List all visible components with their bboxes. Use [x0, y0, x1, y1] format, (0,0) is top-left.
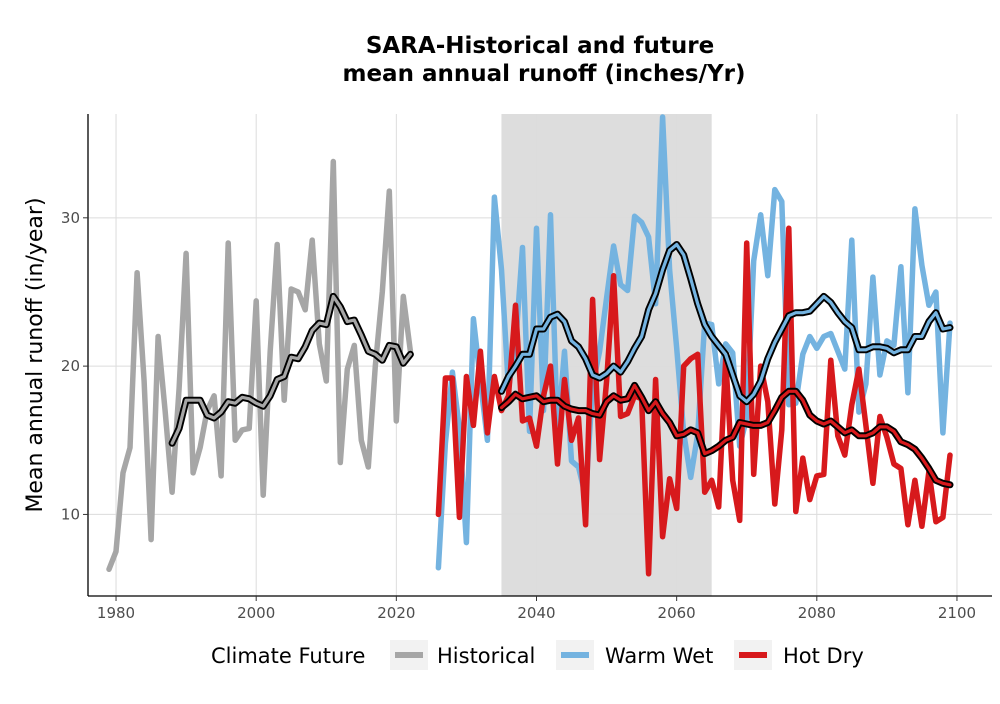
- series-layer: [106, 114, 954, 577]
- legend: Climate Future Historical Warm Wet Hot D…: [211, 640, 864, 670]
- legend-label-hot-dry: Hot Dry: [783, 644, 864, 668]
- y-tick-label-30: 30: [61, 209, 80, 227]
- hot-dry-smoothed-line: [499, 383, 952, 487]
- x-tick-label-2020: 2020: [377, 604, 415, 622]
- x-tick-label-2100: 2100: [938, 604, 976, 622]
- x-tick-label-2060: 2060: [658, 604, 696, 622]
- series-line-historical: [106, 158, 414, 573]
- historical-smoothed-line: [170, 294, 412, 445]
- legend-item-historical: Historical: [390, 640, 535, 670]
- chart-title-line1: SARA-Historical and future: [366, 33, 714, 59]
- legend-item-warm-wet: Warm Wet: [556, 640, 713, 670]
- x-tick-label-2080: 2080: [798, 604, 836, 622]
- y-tick-label-10: 10: [61, 505, 80, 523]
- legend-label-warm-wet: Warm Wet: [605, 644, 713, 668]
- series-line-hot-dry: [435, 225, 953, 577]
- legend-title: Climate Future: [211, 644, 365, 668]
- x-tick-label-2000: 2000: [237, 604, 275, 622]
- axis-ticks: 1980 2000 2020 2040 2060 2080 2100 10 20 30: [61, 209, 976, 622]
- y-axis-label: Mean annual runoff (in/year): [23, 197, 48, 512]
- y-tick-label-20: 20: [61, 357, 80, 375]
- chart-title-line2: mean annual runoff (inches/Yr): [342, 61, 745, 87]
- series-line-warm-wet: [435, 114, 953, 571]
- warm-wet-smoothed-line: [499, 242, 952, 404]
- legend-label-historical: Historical: [437, 644, 535, 668]
- x-tick-label-1980: 1980: [97, 604, 135, 622]
- legend-item-hot-dry: Hot Dry: [734, 640, 864, 670]
- x-tick-label-2040: 2040: [517, 604, 555, 622]
